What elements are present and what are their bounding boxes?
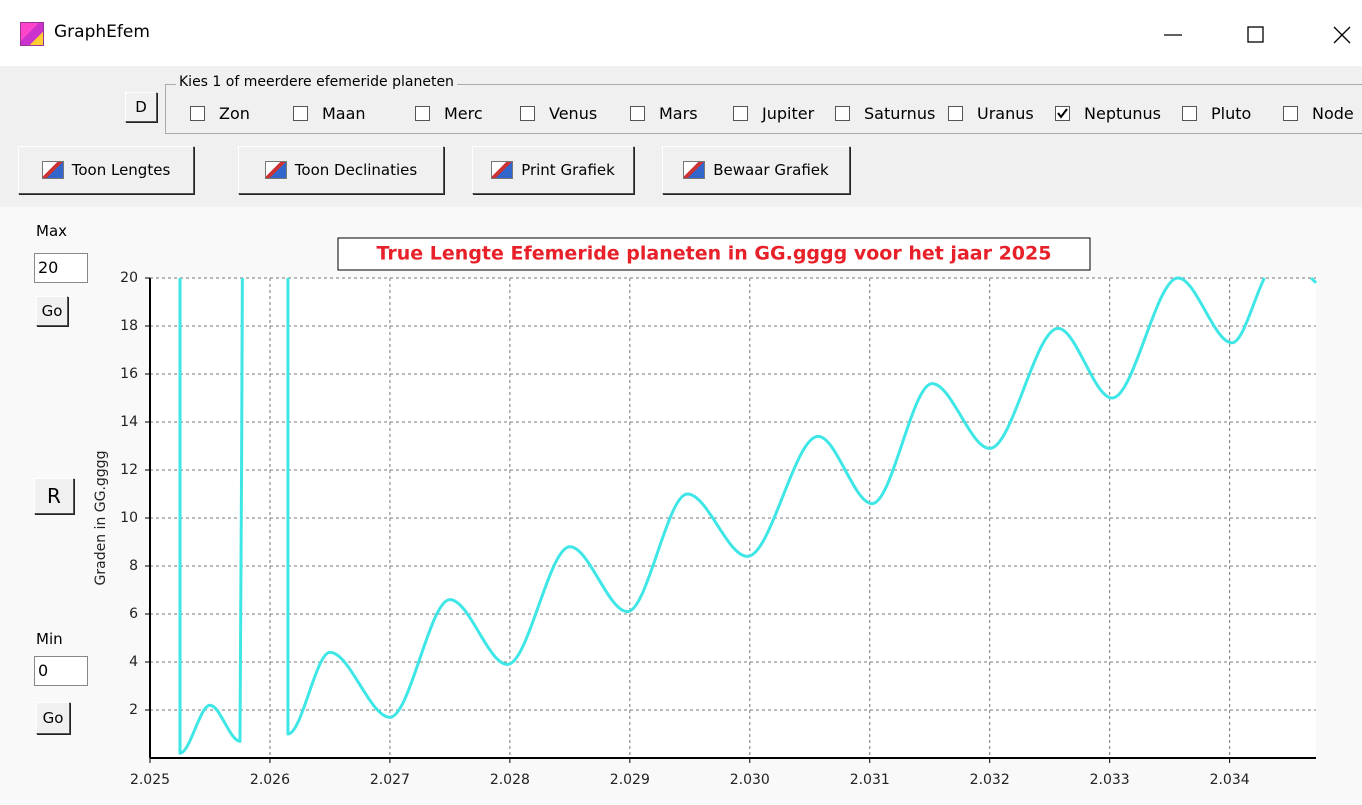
reset-button[interactable]: R [34, 478, 74, 514]
min-label: Min [36, 630, 63, 648]
planet-checkbox[interactable]: Neptunus [1055, 103, 1161, 123]
toolbar-button[interactable]: Toon Lengtes [18, 146, 194, 194]
window-title: GraphEfem [54, 22, 150, 42]
planet-name: Pluto [1211, 103, 1252, 123]
checkbox-box [520, 105, 535, 121]
planet-checkbox[interactable]: Zon [190, 103, 250, 123]
planet-name: Mars [659, 103, 698, 123]
y-tick-label: 4 [129, 654, 138, 670]
x-tick-label: 2.031 [850, 772, 890, 788]
planet-checkbox[interactable]: Saturnus [835, 103, 935, 123]
y-axis-label: Graden in GG.gggg [93, 451, 109, 586]
toolbar-button[interactable]: Toon Declinaties [238, 146, 444, 194]
x-tick-label: 2.029 [610, 772, 650, 788]
checkbox-box [835, 105, 850, 121]
group-label: Kies 1 of meerdere efemeride planeten [176, 74, 457, 90]
x-tick-label: 2.026 [250, 772, 290, 788]
check-path [1057, 107, 1068, 119]
max-go-button[interactable]: Go [36, 296, 68, 326]
x-tick-label: 2.034 [1210, 772, 1250, 788]
window-controls[interactable] [1160, 20, 1360, 50]
close[interactable] [1333, 26, 1351, 44]
checkbox-box [948, 105, 963, 121]
planet-name: Venus [549, 103, 598, 123]
x-tick-label: 2.025 [130, 772, 170, 788]
group-box [165, 84, 1362, 134]
maximize[interactable] [1247, 26, 1264, 43]
planet-checkbox[interactable]: Pluto [1182, 103, 1251, 123]
button-label: Toon Declinaties [294, 161, 418, 179]
checkbox-box [293, 105, 308, 121]
checkbox-box [190, 105, 205, 121]
planet-name: Neptunus [1084, 103, 1161, 123]
y-tick-label: 6 [129, 606, 138, 622]
checkbox-box [1182, 105, 1197, 121]
y-tick-label: 18 [120, 318, 138, 334]
checkbox-box [1055, 105, 1070, 121]
chart: True Lengte Efemeride planeten in GG.ggg… [93, 237, 1318, 788]
x-tick-label: 2.028 [490, 772, 530, 788]
checkbox-box [630, 105, 645, 121]
chart-title: True Lengte Efemeride planeten in GG.ggg… [377, 243, 1052, 265]
checkbox-box [733, 105, 748, 121]
app-icon [20, 22, 44, 46]
y-tick-label: 20 [120, 270, 138, 286]
button-label: Print Grafiek [521, 161, 615, 179]
planet-checkbox[interactable]: Mars [630, 103, 698, 123]
planet-checkbox[interactable]: Merc [415, 103, 483, 123]
planet-name: Saturnus [864, 103, 936, 123]
button-icon [683, 161, 706, 179]
min-go-button[interactable]: Go [36, 702, 70, 734]
planet-checkbox[interactable]: Maan [293, 103, 366, 123]
y-tick-label: 10 [120, 510, 138, 526]
max-label: Max [36, 222, 68, 240]
x-tick-label: 2.033 [1090, 772, 1130, 788]
x-tick-label: 2.027 [370, 772, 410, 788]
y-tick-label: 2 [129, 702, 138, 718]
planet-name: Node [1312, 103, 1354, 123]
x-tick-label: 2.030 [730, 772, 770, 788]
max-input[interactable]: 20 [34, 253, 88, 283]
planet-name: Maan [322, 103, 366, 123]
y-tick-label: 8 [129, 558, 138, 574]
data-line [178, 276, 1318, 755]
planet-name: Uranus [977, 103, 1034, 123]
checkbox-box [415, 105, 430, 121]
toolbar-button[interactable]: Bewaar Grafiek [662, 146, 850, 194]
checkbox-box [1283, 105, 1298, 121]
button-icon [491, 161, 514, 179]
y-tick-label: 14 [120, 414, 138, 430]
min-input[interactable]: 0 [34, 656, 88, 686]
title-bar: GraphEfem [0, 0, 1362, 66]
button-label: Toon Lengtes [71, 161, 171, 179]
button-icon [41, 161, 64, 179]
y-tick-label: 12 [120, 462, 138, 478]
planet-name: Merc [444, 103, 483, 123]
button-icon [264, 161, 287, 179]
button-label: Bewaar Grafiek [713, 161, 829, 179]
planet-checkbox[interactable]: Venus [520, 103, 597, 123]
planet-checkbox[interactable]: Node [1283, 103, 1354, 123]
planet-name: Jupiter [762, 103, 815, 123]
toolbar-button[interactable]: Print Grafiek [472, 146, 634, 194]
d-button[interactable]: D [125, 92, 157, 122]
check-mark [1057, 107, 1068, 119]
planet-name: Zon [219, 103, 250, 123]
y-tick-label: 16 [120, 366, 138, 382]
title-frame [337, 237, 1091, 271]
planet-checkbox[interactable]: Uranus [948, 103, 1034, 123]
planet-checkbox[interactable]: Jupiter [733, 103, 814, 123]
x-tick-label: 2.032 [970, 772, 1010, 788]
